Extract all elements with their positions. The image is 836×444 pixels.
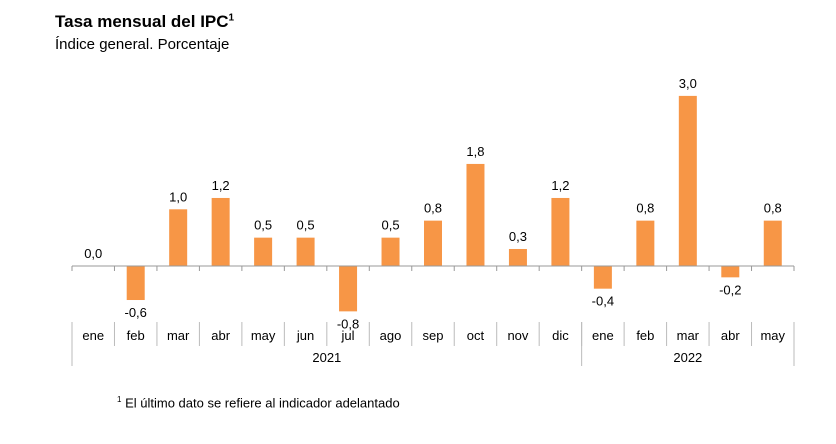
data-label: 1,0 — [169, 189, 187, 204]
bar — [169, 209, 188, 266]
data-label: 0,5 — [297, 218, 315, 233]
month-label: dic — [552, 328, 569, 343]
bar — [424, 220, 442, 266]
month-label: ene — [82, 328, 104, 343]
month-label: feb — [636, 328, 654, 343]
data-label: -0,4 — [592, 294, 614, 309]
month-label: ene — [592, 328, 614, 343]
month-label: nov — [507, 328, 528, 343]
month-label: jun — [296, 328, 314, 343]
bar — [508, 248, 527, 266]
month-label: may — [760, 328, 785, 343]
footnote: 1 El último dato se refiere al indicador… — [117, 395, 400, 410]
data-label: -0,8 — [337, 316, 359, 331]
title-superscript: 1 — [228, 12, 235, 24]
month-label: jul — [341, 328, 355, 343]
month-label: sep — [423, 328, 444, 343]
bar — [636, 220, 655, 266]
data-label: 1,8 — [466, 144, 484, 159]
month-label: feb — [127, 328, 145, 343]
data-label: 0,8 — [424, 201, 442, 216]
data-label: -0,6 — [125, 305, 147, 320]
bar — [763, 220, 782, 266]
data-label: -0,2 — [719, 282, 741, 297]
year-label: 2021 — [312, 350, 341, 365]
month-label: mar — [167, 328, 190, 343]
data-label: 0,0 — [84, 246, 102, 261]
data-label: 0,5 — [381, 218, 399, 233]
month-label: may — [251, 328, 276, 343]
footnote-marker: 1 — [117, 395, 122, 404]
chart-subtitle: Índice general. Porcentaje — [55, 36, 230, 53]
bar — [721, 266, 740, 278]
data-label: 0,5 — [254, 218, 272, 233]
bar — [593, 266, 612, 289]
bar — [296, 237, 315, 266]
bar — [678, 95, 697, 267]
year-label: 2022 — [673, 350, 702, 365]
data-label: 0,8 — [636, 201, 654, 216]
data-label: 1,2 — [551, 178, 569, 193]
bar — [551, 197, 570, 266]
chart-title: Tasa mensual del IPC1 — [55, 12, 234, 32]
chart-title-text: Tasa mensual del IPC — [55, 12, 229, 31]
month-label: ago — [380, 328, 402, 343]
month-label: abr — [211, 328, 230, 343]
bar — [466, 163, 485, 266]
bar — [339, 266, 358, 312]
footnote-text: El último dato se refiere al indicador a… — [125, 395, 400, 411]
month-label: abr — [721, 328, 740, 343]
month-label: oct — [467, 328, 485, 343]
month-label: mar — [677, 328, 700, 343]
data-label: 0,3 — [509, 229, 527, 244]
bar — [211, 197, 230, 266]
bar — [381, 237, 400, 266]
data-label: 3,0 — [679, 76, 697, 91]
bar — [126, 266, 145, 301]
data-label: 1,2 — [212, 178, 230, 193]
bar — [254, 237, 273, 266]
data-label: 0,8 — [764, 201, 782, 216]
